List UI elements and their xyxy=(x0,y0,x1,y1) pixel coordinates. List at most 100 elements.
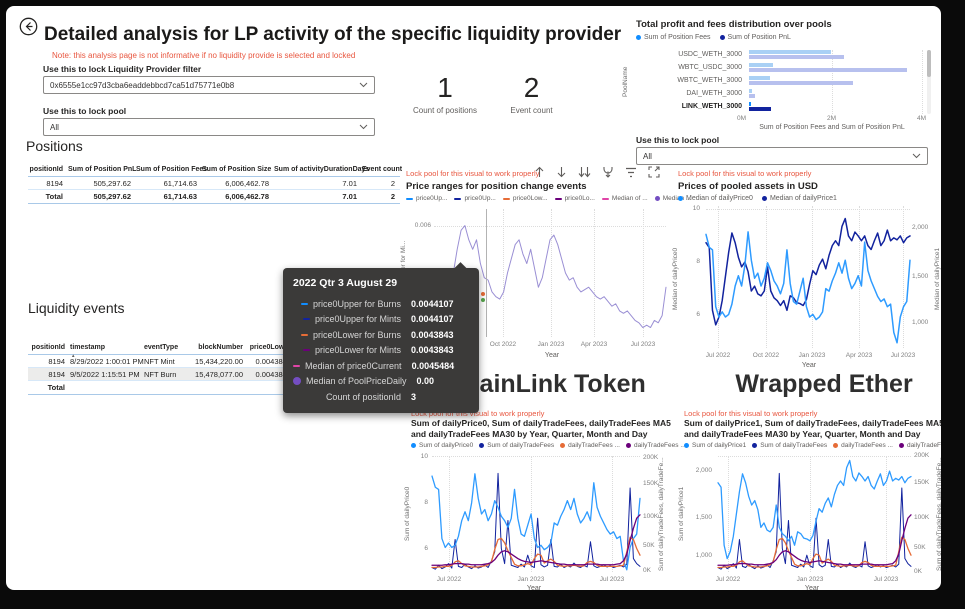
bar-pnl[interactable] xyxy=(749,107,771,111)
bar-fees[interactable] xyxy=(749,89,752,93)
table-row[interactable]: Total 505,297.62 61,714.63 6,006,462.78 7.01… xyxy=(28,190,400,204)
legend-item[interactable]: dailyTradeFees ... xyxy=(898,442,941,449)
price-ranges-plot[interactable] xyxy=(434,209,666,337)
y-tick: 8 xyxy=(424,499,428,506)
expand-all-icon[interactable] xyxy=(578,166,591,178)
legend-item[interactable]: Sum of Position Fees xyxy=(636,34,711,41)
gridline xyxy=(612,456,613,572)
drill-up-icon[interactable] xyxy=(534,166,545,178)
gridline xyxy=(922,50,923,114)
scrollbar[interactable] xyxy=(927,50,931,114)
kpi-event-count[interactable]: 2 Event count xyxy=(494,72,569,115)
bar-category-label[interactable]: WBTC_WETH_3000 xyxy=(677,77,742,84)
filter-icon[interactable] xyxy=(625,167,637,178)
legend-label: Sum of dailyPrice0 xyxy=(419,442,474,449)
legend-marker-icon xyxy=(502,197,510,200)
chainlink-plot[interactable] xyxy=(432,456,640,572)
legend-item[interactable]: dailyTradeFees ... xyxy=(833,442,893,449)
bar-pnl[interactable] xyxy=(749,55,845,59)
pool-filter-right-label: Use this to lock pool xyxy=(636,135,720,145)
scrollbar-thumb[interactable] xyxy=(927,50,931,77)
y-tick: 50K xyxy=(643,542,655,549)
legend-item[interactable]: price0Lo... xyxy=(554,195,595,202)
bar-row[interactable]: USDC_WETH_3000 xyxy=(638,48,922,61)
table-cell: 15,478,077.00 xyxy=(195,369,243,379)
back-button[interactable] xyxy=(19,17,38,36)
tooltip-marker-icon xyxy=(293,364,300,367)
legend-item[interactable]: Median of dailyPrice1 xyxy=(761,195,837,202)
bar-fees[interactable] xyxy=(749,63,773,67)
legend-item[interactable]: price0Up... xyxy=(454,195,496,202)
bar-row[interactable]: WBTC_WETH_3000 xyxy=(638,74,922,87)
bar-fees[interactable] xyxy=(749,76,770,80)
table-cell: positionId xyxy=(29,165,63,173)
table-cell: 6,006,462.78 xyxy=(225,178,269,188)
bar-category-label[interactable]: USDC_WETH_3000 xyxy=(678,51,742,58)
price-ranges-legend: price0Up... price0Up... price0Low... price0… xyxy=(406,195,691,202)
table-row[interactable]: Total xyxy=(28,381,350,395)
legend-item[interactable]: dailyTradeFees ... xyxy=(625,442,686,449)
tooltip-marker-icon xyxy=(293,377,301,386)
bar-category-label[interactable]: LINK_WETH_3000 xyxy=(681,103,742,110)
sort-ascending-icon[interactable]: ▲ xyxy=(71,352,76,358)
weth-plot[interactable] xyxy=(718,456,911,572)
table-row[interactable]: positionId Sum of Position PnL Sum of Posi… xyxy=(28,162,402,177)
bar-fees[interactable] xyxy=(749,50,832,54)
legend-marker-icon xyxy=(752,443,758,448)
pooled-y-axis-label-left: Median of dailyPrice0 xyxy=(672,247,679,310)
chainlink-title: Sum of dailyPrice0, Sum of dailyTradeFee… xyxy=(411,418,671,439)
bar-row[interactable]: LINK_WETH_3000 xyxy=(638,100,922,113)
kpi-count-of-positions[interactable]: 1 Count of positions xyxy=(404,72,486,115)
bar-pnl[interactable] xyxy=(749,81,853,85)
tooltip-marker-icon xyxy=(302,349,310,352)
bar-category-label[interactable]: WBTC_USDC_3000 xyxy=(678,64,742,71)
legend-label: Median of ... xyxy=(611,195,648,202)
drill-down-icon[interactable] xyxy=(556,166,567,178)
event-marker-dot xyxy=(481,292,485,296)
bar-pnl[interactable] xyxy=(749,68,907,72)
legend-item[interactable]: Median of dailyPrice0 xyxy=(678,195,753,202)
pooled-plot[interactable] xyxy=(706,206,910,348)
legend-item[interactable]: price0Low... xyxy=(502,195,548,202)
legend-item[interactable]: Sum of dailyPrice1 xyxy=(684,442,746,449)
legend-item[interactable]: price0Up... xyxy=(406,195,447,202)
legend-item[interactable]: Sum of dailyTradeFees xyxy=(752,442,827,449)
bar-row[interactable]: DAI_WETH_3000 xyxy=(638,87,922,100)
bar-category-label[interactable]: DAI_WETH_3000 xyxy=(686,90,742,97)
chainlink-note: Lock pool for this visual to work proper… xyxy=(411,409,545,418)
series-line xyxy=(718,537,911,567)
kpi-label: Event count xyxy=(510,106,553,115)
legend-item[interactable]: Sum of dailyPrice0 xyxy=(411,442,473,449)
x-tick: 4M xyxy=(917,115,927,122)
gridline xyxy=(706,209,910,210)
pool-chart-x-axis-label: Sum of Position Fees and Sum of Position… xyxy=(759,124,905,131)
bar-pnl[interactable] xyxy=(749,94,756,98)
provider-filter-dropdown[interactable]: 0x6555e1cc97d3cba6eaddebbcd7ca51d75771e0… xyxy=(43,76,375,94)
legend-item[interactable]: dailyTradeFees ... xyxy=(560,442,620,449)
pool-filter-left-dropdown[interactable]: All xyxy=(43,118,375,136)
legend-marker-icon xyxy=(601,197,609,200)
legend-item[interactable]: Sum of Position PnL xyxy=(719,34,791,41)
tooltip-label: Count of positionId xyxy=(325,391,401,402)
pooled-legend: Median of dailyPrice0 Median of dailyPric… xyxy=(678,195,837,202)
page-title: Detailed analysis for LP activity of the… xyxy=(44,24,622,45)
legend-label: Sum of dailyTradeFees xyxy=(760,442,828,449)
legend-item[interactable]: Sum of dailyTradeFees xyxy=(479,442,554,449)
legend-item[interactable]: Median ... xyxy=(654,195,691,202)
tooltip-row: Median of price0Current 0.0045484 xyxy=(293,358,469,374)
pool-filter-right-dropdown[interactable]: All xyxy=(636,147,928,165)
gridline xyxy=(551,209,552,337)
legend-marker-icon xyxy=(719,35,725,40)
tooltip-label: price0Lower for Mints xyxy=(314,345,401,356)
pool-chart-y-axis-label: PoolName xyxy=(622,66,629,98)
table-row[interactable]: 8194 9/5/2022 1:15:51 PM NFT Burn 15,478,07… xyxy=(28,368,350,381)
go-to-next-level-icon[interactable] xyxy=(602,166,614,178)
provider-filter-value: 0x6555e1cc97d3cba6eaddebbcd7ca51d75771e0… xyxy=(50,80,235,90)
table-row[interactable]: 8194 505,297.62 61,714.63 6,006,462.78 7.01 2 xyxy=(28,177,400,190)
bar-fees[interactable] xyxy=(749,102,752,106)
legend-item[interactable]: Median of ... xyxy=(601,195,648,202)
gridline xyxy=(859,206,860,348)
table-cell: 15,434,220.00 xyxy=(195,356,243,366)
focus-mode-icon[interactable] xyxy=(648,166,660,178)
bar-row[interactable]: WBTC_USDC_3000 xyxy=(638,61,922,74)
